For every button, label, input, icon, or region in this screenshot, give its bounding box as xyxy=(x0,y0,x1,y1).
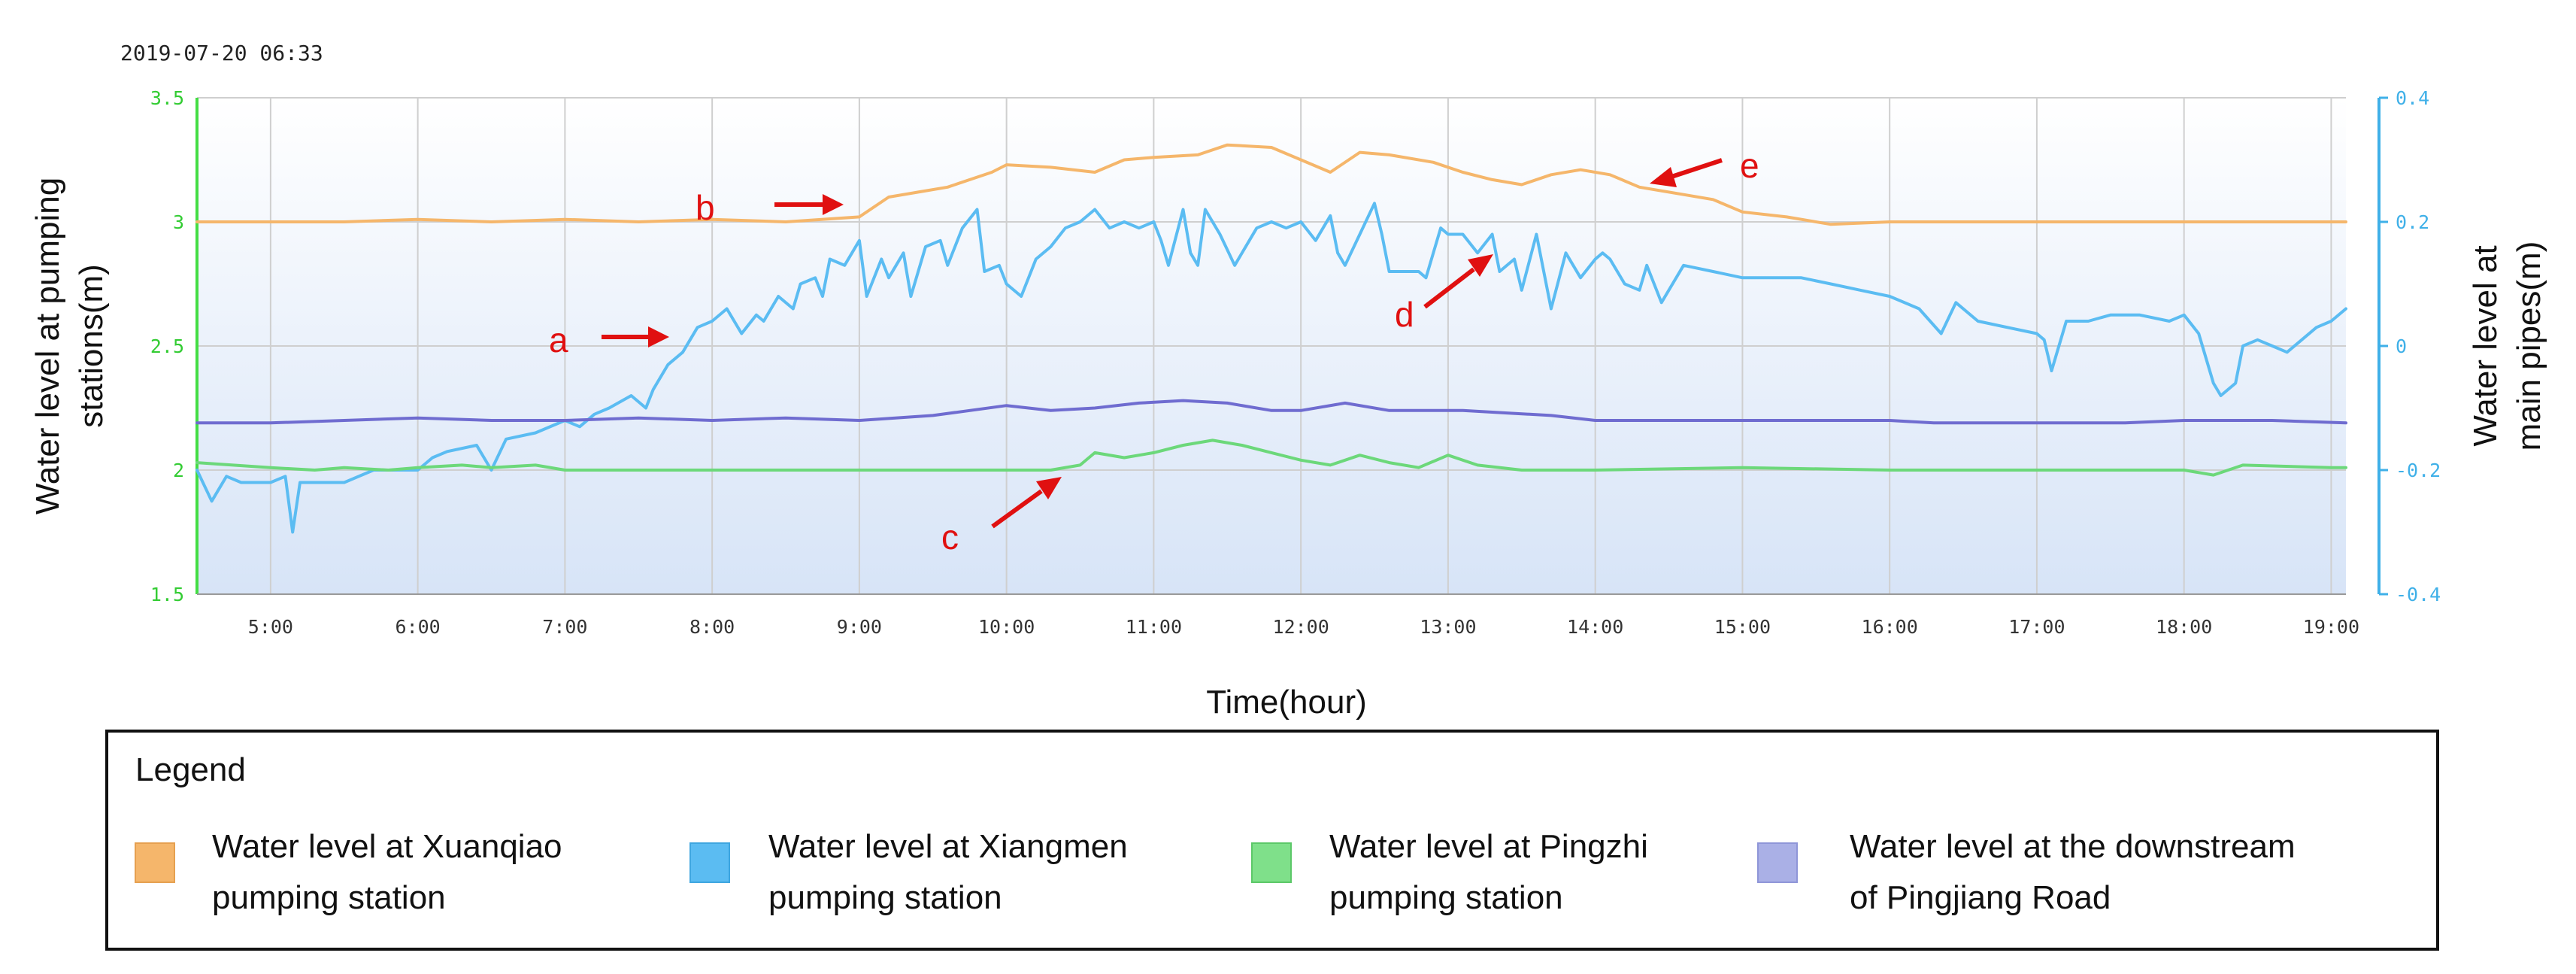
series-line-pingzhi xyxy=(195,438,2347,477)
left-tick-label: 1.5 xyxy=(150,584,184,605)
annotation-label-a: a xyxy=(549,320,568,360)
annotation-arrowhead-b xyxy=(823,194,844,215)
x-tick-label: 5:00 xyxy=(248,616,293,638)
x-axis-title: Time(hour) xyxy=(1206,684,1367,721)
annotation-arrowhead-a xyxy=(648,326,669,347)
series-line-xuanqiao xyxy=(195,143,2347,226)
legend-item-pingjiang: Water level at the downstream of Pingjia… xyxy=(1757,828,2296,916)
left-tick-label: 3 xyxy=(173,211,184,233)
right-axis-title-line-1: Water level at xyxy=(2467,245,2504,446)
series-lines xyxy=(195,143,2347,534)
right-tick-label: 0.4 xyxy=(2396,87,2429,109)
legend-label-pingjiang-line-2: of Pingjiang Road xyxy=(1850,879,2111,916)
x-tick-label: 8:00 xyxy=(689,616,735,638)
annotation-label-d: d xyxy=(1395,295,1414,334)
right-tick-label: -0.2 xyxy=(2396,460,2441,481)
left-axis-title: Water level at pumping stations(m) xyxy=(29,178,110,514)
legend-swatch-pingjiang xyxy=(1757,842,1798,883)
x-ticks: 5:00 6:00 7:00 8:00 9:00 10:00 11:00 12:00 13:00… xyxy=(248,616,2359,638)
right-tick-label: 0 xyxy=(2396,335,2407,357)
legend-title: Legend xyxy=(135,751,246,788)
left-y-ticks: 1.5 2 2.5 3 3.5 xyxy=(150,87,184,605)
left-tick-label: 3.5 xyxy=(150,87,184,109)
x-tick-label: 15:00 xyxy=(1714,616,1771,638)
legend-label-xiangmen-line-1: Water level at Xiangmen xyxy=(768,828,1128,865)
legend-item-pingzhi: Water level at Pingzhi pumping station xyxy=(1251,828,1648,916)
legend-swatch-xuanqiao xyxy=(135,842,175,883)
x-tick-label: 9:00 xyxy=(837,616,882,638)
left-axis-title-line-1: Water level at pumping xyxy=(29,178,66,514)
legend-swatch-xiangmen xyxy=(689,842,730,883)
legend-label-xuanqiao-line-1: Water level at Xuanqiao xyxy=(212,828,562,865)
annotation-arrowhead-d xyxy=(1468,254,1493,277)
legend-label-xuanqiao-line-2: pumping station xyxy=(212,879,446,916)
right-tick-label: 0.2 xyxy=(2396,211,2429,233)
series-line-xiangmen xyxy=(195,202,2347,534)
annotation-arrowhead-e xyxy=(1650,167,1677,187)
annotation-arrow-c xyxy=(991,489,1043,529)
legend-label-xiangmen-line-2: pumping station xyxy=(768,879,1002,916)
x-tick-label: 6:00 xyxy=(395,616,441,638)
annotation-label-b: b xyxy=(696,188,715,227)
x-tick-label: 7:00 xyxy=(542,616,587,638)
legend-label-pingzhi-line-1: Water level at Pingzhi xyxy=(1329,828,1648,865)
annotation-label-c: c xyxy=(941,517,959,557)
legend-box xyxy=(105,730,2439,951)
annotation-arrow-e xyxy=(1668,158,1723,180)
legend-item-xiangmen: Water level at Xiangmen pumping station xyxy=(689,828,1128,916)
grid-lines xyxy=(197,97,2346,594)
timestamp: 2019-07-20 06:33 xyxy=(120,41,323,65)
left-tick-label: 2.5 xyxy=(150,335,184,357)
annotations: a b c d e xyxy=(549,146,1759,557)
series-line-pingjiang xyxy=(195,399,2347,425)
x-tick-label: 12:00 xyxy=(1273,616,1329,638)
right-axis-title: Water level at main pipes(m) xyxy=(2467,241,2547,451)
legend-item-xuanqiao: Water level at Xuanqiao pumping station xyxy=(135,828,562,916)
x-tick-label: 10:00 xyxy=(978,616,1035,638)
annotation-label-e: e xyxy=(1740,146,1759,185)
x-tick-label: 16:00 xyxy=(1862,616,1918,638)
legend-label-pingjiang-line-1: Water level at the downstream xyxy=(1850,828,2296,865)
x-tick-label: 19:00 xyxy=(2303,616,2359,638)
right-tick-label: -0.4 xyxy=(2396,584,2441,605)
legend-label-pingzhi-line-2: pumping station xyxy=(1329,879,1563,916)
x-tick-label: 18:00 xyxy=(2156,616,2212,638)
annotation-arrowhead-c xyxy=(1036,477,1062,499)
x-tick-label: 17:00 xyxy=(2008,616,2065,638)
x-tick-label: 11:00 xyxy=(1126,616,1182,638)
left-axis-title-line-2: stations(m) xyxy=(73,264,110,428)
annotation-arrow-d xyxy=(1423,267,1475,309)
right-y-ticks: -0.4 -0.2 0 0.2 0.4 xyxy=(2379,87,2441,605)
right-axis-title-line-2: main pipes(m) xyxy=(2511,241,2547,451)
x-tick-label: 14:00 xyxy=(1567,616,1623,638)
x-tick-label: 13:00 xyxy=(1420,616,1476,638)
left-tick-label: 2 xyxy=(173,460,184,481)
legend-swatch-pingzhi xyxy=(1251,842,1292,883)
